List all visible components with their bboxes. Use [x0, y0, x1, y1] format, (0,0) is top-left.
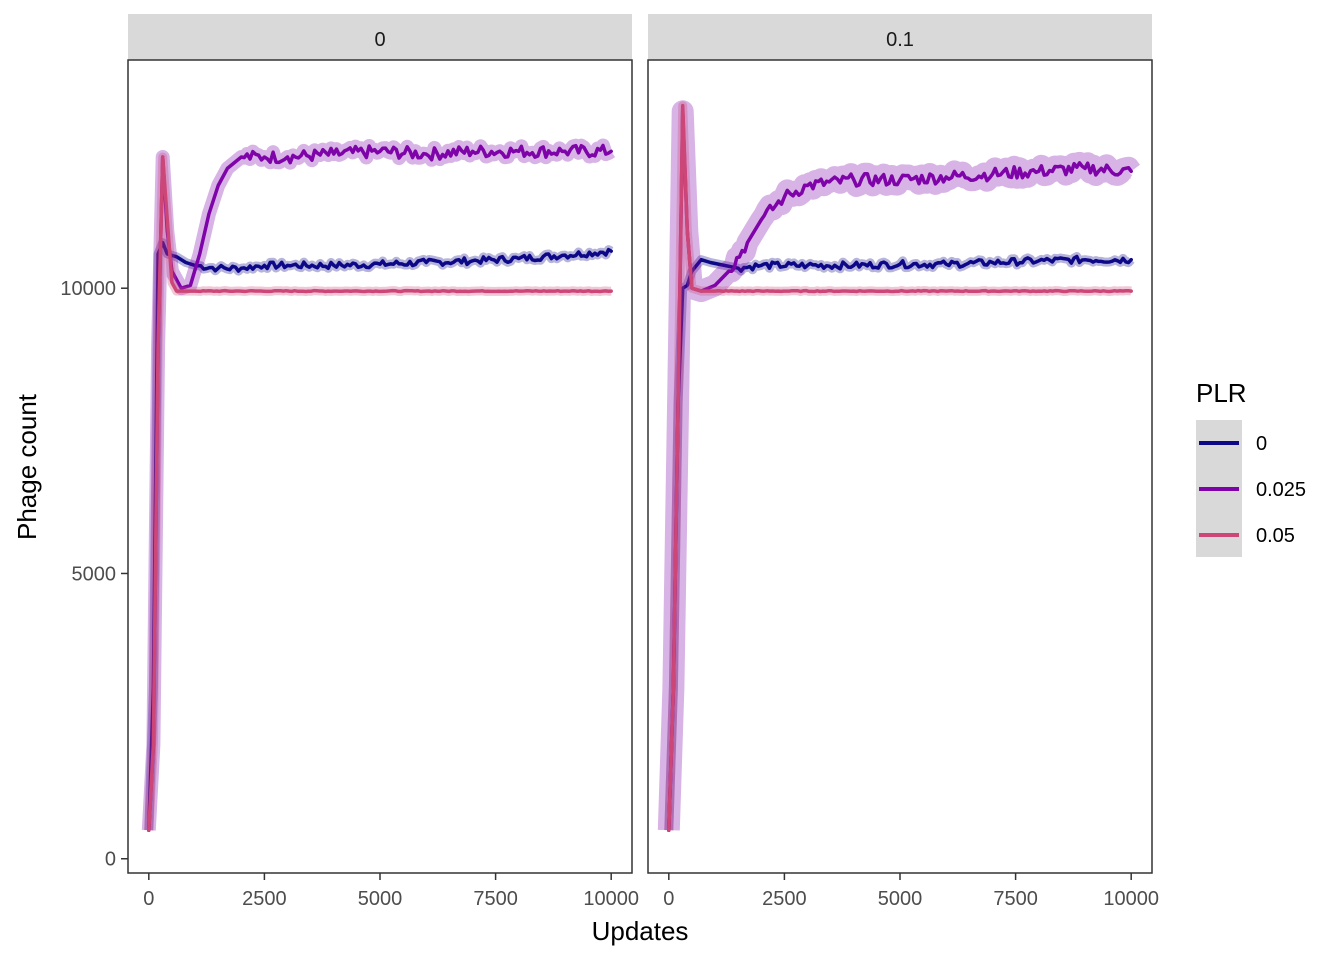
x-tick-label-0-0: 0	[143, 888, 154, 910]
series-line-0-2	[147, 155, 613, 832]
x-tick-label-1-3: 7500	[993, 888, 1038, 910]
y-tick-label-0: 0	[105, 849, 116, 871]
y-axis: 0 5000 10000	[60, 278, 128, 871]
legend-label-0: 0	[1256, 433, 1267, 455]
series-line-0-0	[147, 240, 613, 832]
facet-strip-label-0: 0	[374, 29, 385, 51]
series-line-1-0	[667, 254, 1133, 832]
panel-border-0	[127, 59, 633, 874]
facet-strip-0	[128, 14, 632, 60]
y-tick-label-1: 5000	[72, 563, 117, 585]
legend-label-2: 0.05	[1256, 525, 1295, 547]
legend-entries: 0 0.025 0.05	[1199, 433, 1306, 547]
panel-1-marks	[657, 100, 1140, 832]
panel-border-1	[647, 59, 1153, 874]
facet-panel-0: 0	[127, 14, 633, 874]
facet-strip-label-1: 0.1	[886, 29, 914, 51]
facet-strip-1	[648, 14, 1152, 60]
x-tick-label-1-4: 10000	[1103, 888, 1159, 910]
legend-title: PLR	[1196, 378, 1247, 408]
facet-panel-1: 0.1	[647, 14, 1153, 874]
series-line-1-2	[667, 103, 1133, 832]
legend-label-1: 0.025	[1256, 479, 1306, 501]
series-line-1-1	[667, 109, 1133, 832]
x-axis-title: Updates	[592, 916, 689, 946]
x-tick-label-1-1: 2500	[762, 888, 807, 910]
x-tick-label-1-2: 5000	[878, 888, 923, 910]
series-line-0-1	[147, 143, 613, 832]
y-tick-label-2: 10000	[60, 278, 116, 300]
x-tick-label-0-1: 2500	[242, 888, 287, 910]
y-axis-title: Phage count	[12, 393, 42, 540]
x-tick-label-0-2: 5000	[358, 888, 403, 910]
panel-0-marks	[141, 138, 616, 832]
x-tick-label-0-4: 10000	[583, 888, 639, 910]
legend: PLR 0 0.025 0.05	[1196, 378, 1306, 557]
x-tick-label-1-0: 0	[663, 888, 674, 910]
x-axes: 0 2500 5000 7500 10000 0 2500 5000 7500 10000	[143, 873, 1159, 910]
x-tick-label-0-3: 7500	[473, 888, 518, 910]
